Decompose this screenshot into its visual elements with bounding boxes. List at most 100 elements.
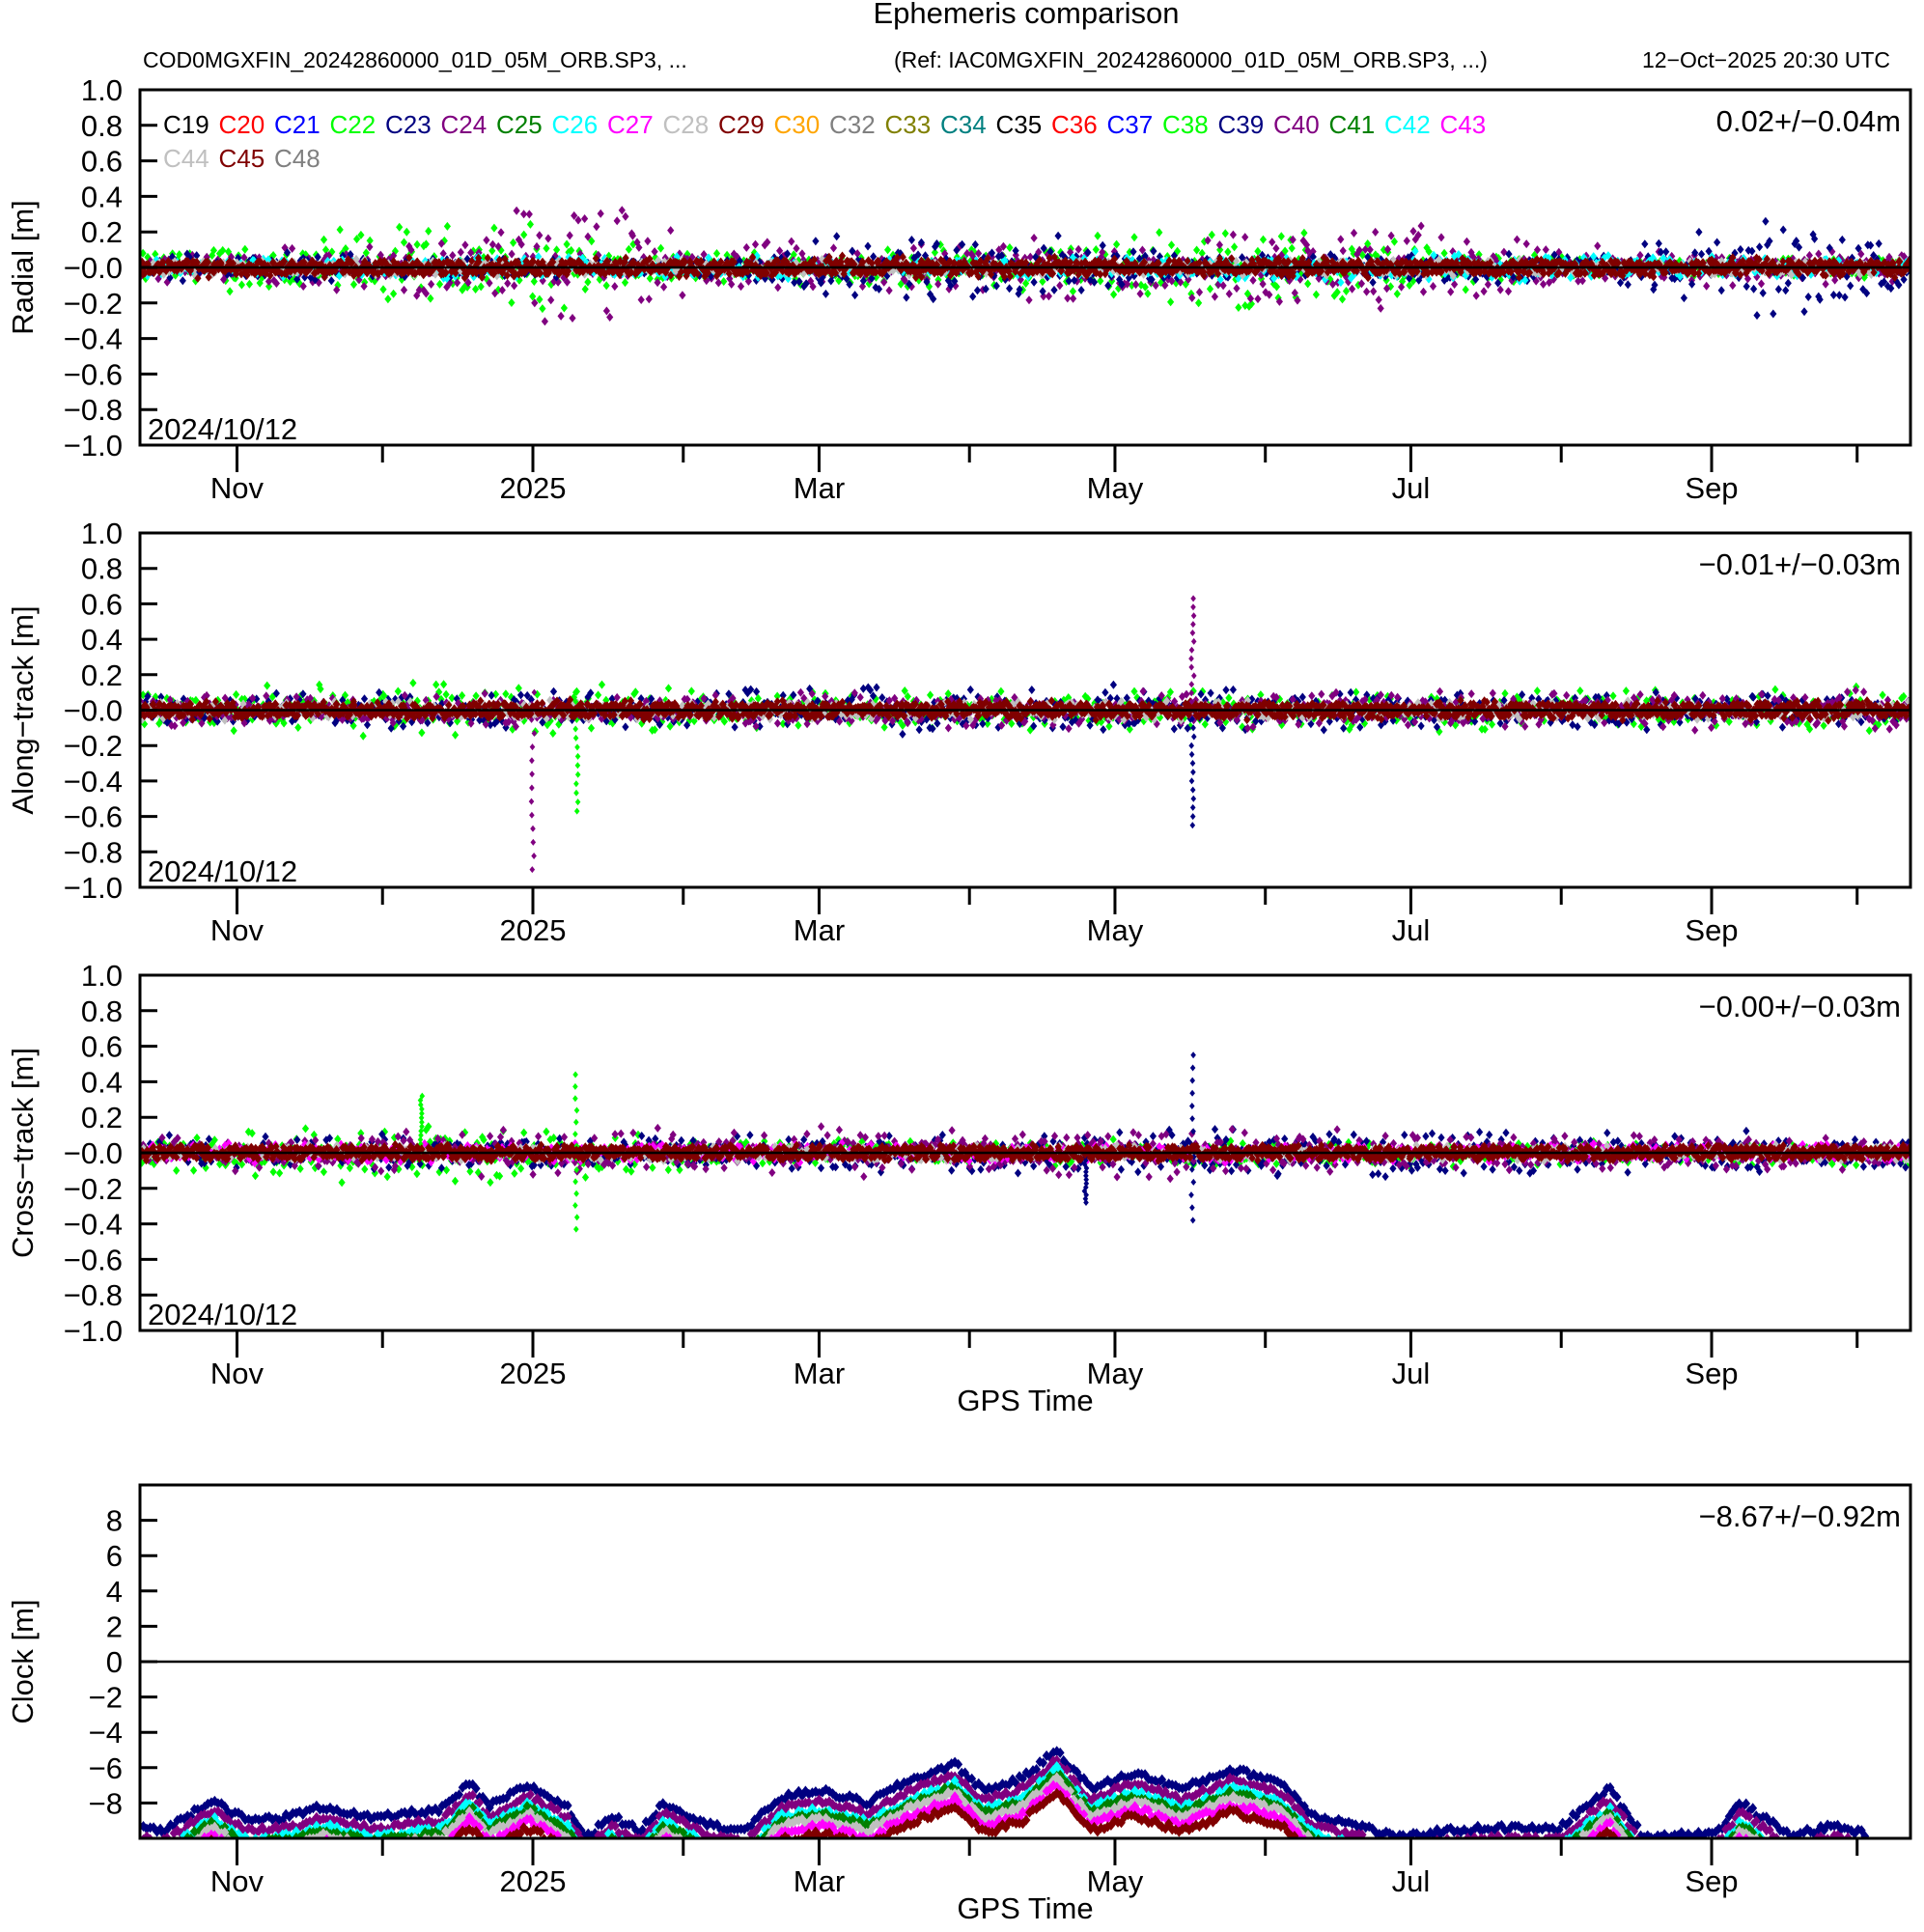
data-point — [327, 276, 335, 286]
data-point — [1398, 282, 1406, 292]
data-point — [1848, 253, 1856, 263]
data-point — [1688, 279, 1696, 289]
data-point — [1613, 258, 1622, 268]
data-point — [1289, 235, 1297, 244]
data-point — [474, 257, 483, 267]
data-point — [497, 228, 505, 238]
data-point — [353, 235, 361, 244]
data-point — [1377, 303, 1384, 313]
data-point — [868, 259, 876, 268]
data-point — [1717, 286, 1725, 295]
data-point — [1030, 234, 1038, 242]
data-point — [1375, 295, 1382, 304]
data-points — [140, 206, 1910, 326]
data-point — [1033, 258, 1042, 267]
data-point — [825, 256, 834, 266]
data-point — [342, 244, 349, 253]
data-point — [1784, 278, 1792, 288]
data-point — [764, 238, 771, 247]
data-point — [1867, 240, 1875, 250]
data-point — [945, 284, 953, 294]
data-point — [548, 257, 557, 267]
data-point — [339, 251, 347, 261]
data-point — [1262, 288, 1269, 297]
data-point — [1083, 267, 1092, 278]
legend-item-C24: C24 — [441, 110, 488, 139]
data-point — [535, 252, 543, 262]
data-point — [1045, 292, 1052, 301]
data-point — [635, 242, 643, 252]
data-point — [360, 257, 369, 267]
data-point — [1198, 248, 1206, 258]
data-point — [396, 222, 404, 232]
data-point — [1123, 256, 1130, 266]
data-point — [1206, 284, 1214, 294]
data-point — [344, 251, 351, 260]
data-point — [984, 254, 991, 264]
data-point — [390, 289, 398, 298]
data-point — [1132, 280, 1140, 290]
data-point — [1165, 256, 1173, 266]
data-point — [1841, 293, 1849, 302]
data-point — [536, 294, 544, 304]
data-point — [642, 256, 651, 266]
data-point — [717, 257, 725, 266]
data-point — [1315, 257, 1324, 266]
data-point — [952, 267, 961, 278]
data-point — [1193, 245, 1201, 255]
data-point — [1064, 294, 1072, 303]
legend-item-C39: C39 — [1218, 110, 1265, 139]
data-point — [475, 269, 483, 279]
data-point — [1743, 274, 1752, 284]
data-point — [339, 261, 347, 270]
data-points — [140, 595, 1910, 874]
data-point — [488, 239, 496, 249]
data-point — [1697, 267, 1706, 277]
data-point — [299, 249, 307, 259]
data-point — [1451, 280, 1459, 289]
data-point — [566, 231, 573, 240]
data-point — [468, 256, 476, 266]
legend-item-C43: C43 — [1440, 110, 1487, 139]
data-point — [1472, 291, 1480, 300]
data-point — [865, 256, 873, 266]
data-point — [1793, 237, 1800, 246]
data-point — [1425, 274, 1433, 284]
data-point — [768, 275, 776, 285]
data-point — [1886, 268, 1895, 279]
data-point — [539, 276, 546, 286]
data-point — [967, 249, 975, 259]
x-tick-label: Sep — [1685, 471, 1738, 505]
data-point — [1795, 242, 1803, 252]
data-point — [1069, 287, 1076, 296]
data-point — [1090, 277, 1099, 287]
data-point — [1195, 298, 1203, 308]
data-point — [560, 303, 568, 313]
data-point — [1269, 274, 1278, 283]
data-point — [230, 726, 237, 736]
data-point — [1691, 248, 1699, 258]
data-point — [1703, 281, 1711, 291]
data-point — [394, 686, 402, 696]
data-point — [784, 249, 792, 259]
data-point — [1284, 257, 1293, 267]
data-point — [1463, 237, 1470, 246]
data-point — [1522, 239, 1530, 249]
data-point — [1370, 287, 1378, 296]
data-point — [742, 242, 750, 252]
data-point — [829, 243, 838, 253]
data-point — [1040, 243, 1047, 253]
data-point — [1224, 272, 1232, 282]
data-point — [457, 247, 464, 257]
data-point — [1110, 290, 1118, 299]
legend-item-C33: C33 — [885, 110, 932, 139]
data-point — [209, 245, 217, 255]
data-point — [1561, 255, 1569, 265]
data-point — [1580, 267, 1589, 278]
data-point — [205, 272, 212, 282]
data-point — [1125, 273, 1132, 283]
data-point — [1393, 289, 1401, 298]
legend-item-C22: C22 — [330, 110, 376, 139]
data-point — [858, 282, 867, 292]
